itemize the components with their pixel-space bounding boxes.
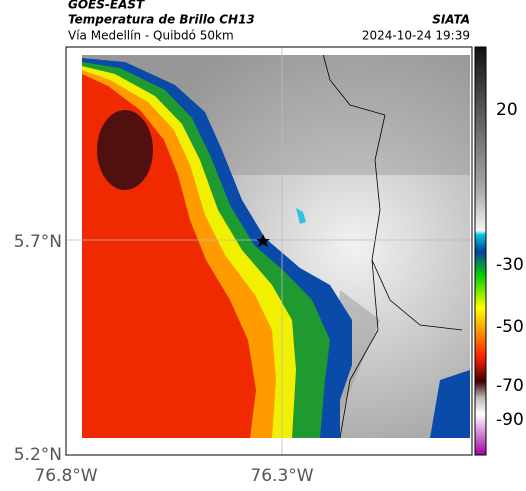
colorbar-tick-label: 20 bbox=[496, 100, 518, 120]
satellite-image bbox=[82, 55, 470, 438]
borders bbox=[322, 55, 463, 438]
title: GOES-EAST bbox=[68, 0, 145, 12]
colorbar bbox=[474, 46, 487, 456]
graticule bbox=[66, 47, 472, 455]
lon-label: 76.3°W bbox=[250, 466, 313, 486]
lon-label: 76.8°W bbox=[34, 466, 97, 486]
lat-label: 5.2°N bbox=[14, 445, 62, 465]
colorbar-tick-label: -50 bbox=[496, 317, 524, 337]
route: Vía Medellín - Quibdó 50km bbox=[68, 29, 234, 43]
map-frame bbox=[65, 46, 473, 456]
timestamp: 2024-10-24 19:39 bbox=[362, 29, 470, 43]
colorbar-ticks: 20 -30 -50 -70 -90 bbox=[496, 100, 524, 430]
source: SIATA bbox=[432, 13, 470, 27]
location-marker bbox=[256, 234, 270, 247]
cloud-bands bbox=[82, 58, 470, 438]
colorbar-tick-label: -90 bbox=[496, 410, 524, 430]
lat-label: 5.7°N bbox=[14, 232, 62, 252]
colorbar-tick-label: -70 bbox=[496, 376, 524, 396]
colorbar-tick-label: -30 bbox=[496, 255, 524, 275]
subtitle: Temperatura de Brillo CH13 bbox=[68, 13, 255, 27]
header: GOES-EAST Temperatura de Brillo CH13 Vía… bbox=[68, 0, 470, 43]
axis-labels: 5.7°N 5.2°N 76.8°W 76.3°W bbox=[14, 232, 314, 486]
